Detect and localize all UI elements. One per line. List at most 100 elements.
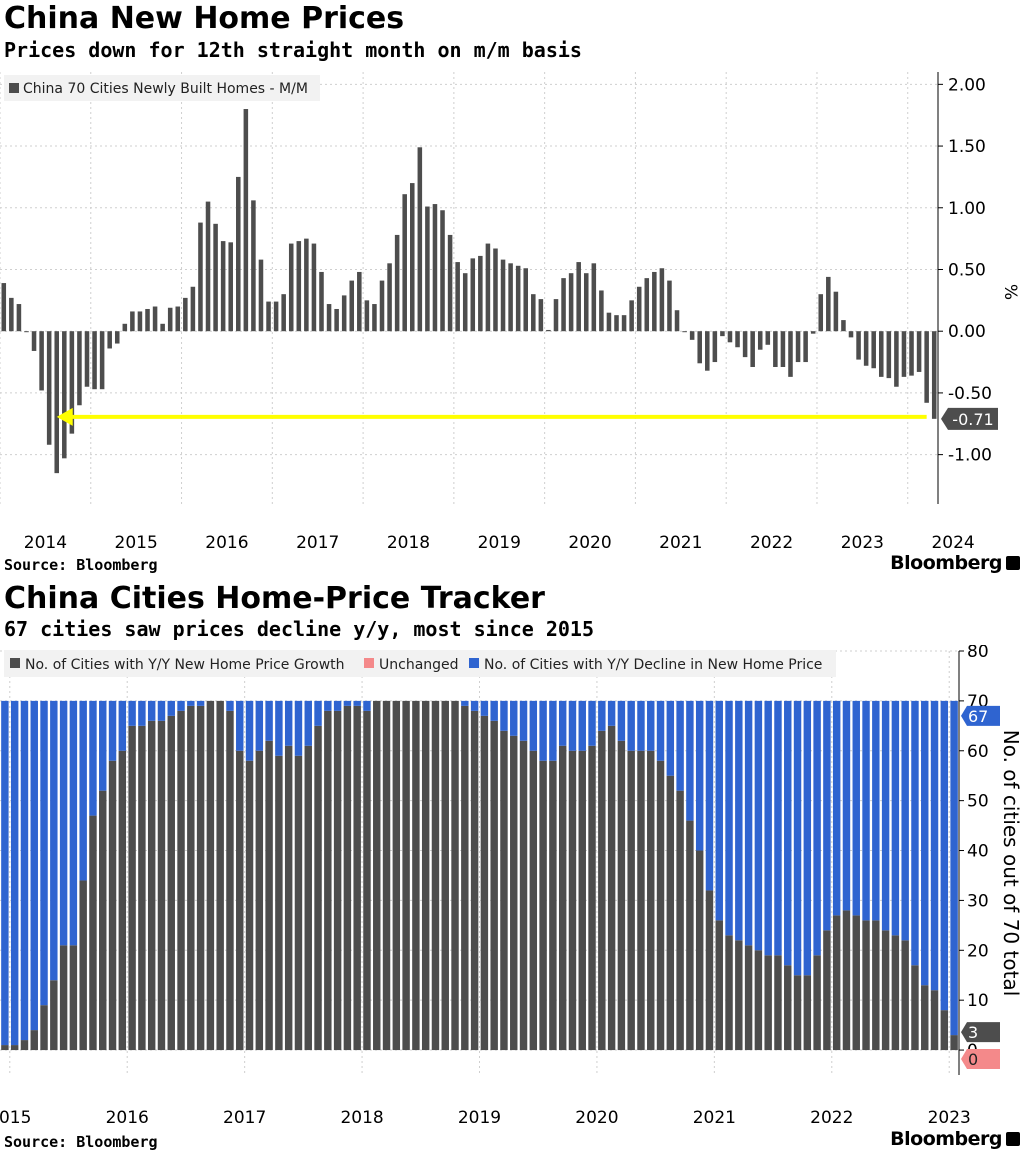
bar-segment (588, 700, 596, 746)
last-value-box (961, 1049, 1000, 1070)
bar-segment (754, 700, 763, 951)
bar (878, 331, 884, 377)
bar-segment (832, 700, 841, 916)
bloomberg-logo: Bloomberg (890, 1128, 1020, 1150)
y-axis-label: % (1000, 284, 1020, 300)
bar-segment (950, 1035, 958, 1051)
y-tick-label: 30 (967, 891, 989, 911)
bar-segment (177, 710, 185, 1051)
bar (228, 242, 233, 332)
chart-panel-home-price-tracker: China Cities Home-Price Tracker 67 citie… (0, 580, 1024, 1155)
bar-segment (725, 700, 733, 936)
bar-chart-mm-prices: China 70 Cities Newly Built Homes - M/M 2… (0, 72, 1020, 553)
bar-segment (539, 760, 547, 1051)
bar-segment (832, 915, 841, 1051)
bar-segment (744, 700, 753, 946)
bar-segment (343, 700, 352, 706)
bar-segment (108, 700, 117, 761)
y-tick-label: 20 (967, 941, 989, 961)
bar-segment (519, 700, 528, 741)
bar-segment (196, 705, 205, 1051)
bar-segment (353, 705, 361, 1051)
y-tick-label: 1.50 (948, 137, 986, 157)
source-note: Source: Bloomberg (4, 556, 158, 574)
bar (894, 331, 899, 387)
bar (364, 300, 370, 332)
bar-segment (823, 930, 831, 1051)
legend-label: China 70 Cities Newly Built Homes - M/M (23, 81, 308, 97)
legend-swatch (364, 658, 374, 668)
bar-segment (353, 700, 361, 706)
bar (183, 297, 188, 332)
bar-segment (872, 700, 880, 921)
bar-segment (20, 700, 29, 1041)
bar-segment (500, 700, 508, 731)
bar (818, 294, 824, 332)
bar (599, 290, 604, 332)
bar-segment (138, 700, 146, 726)
bar-segment (519, 740, 528, 1051)
legend-swatch (9, 83, 19, 93)
bar (236, 176, 241, 332)
x-tick-label: 2016 (205, 533, 248, 553)
x-tick-label: 2020 (575, 1108, 618, 1128)
y-tick-label: 1.00 (948, 199, 986, 219)
bloomberg-terminal-icon (1006, 556, 1020, 570)
bar-segment (275, 755, 283, 1051)
chart-subtitle: Prices down for 12th straight month on m… (4, 38, 582, 62)
legend: No. of Cities with Y/Y New Home Price Gr… (4, 650, 836, 677)
bar (795, 331, 801, 363)
bar-segment (118, 750, 127, 1051)
brand-text: Bloomberg (890, 1128, 1002, 1150)
bar-segment (187, 700, 195, 706)
bar (826, 276, 831, 332)
bar-segment (549, 700, 557, 761)
bar-segment (921, 700, 929, 986)
legend-box (4, 650, 836, 677)
bar (440, 210, 445, 332)
bar (697, 331, 702, 364)
bar-segment (226, 700, 234, 711)
yellow-arrow-head (56, 407, 73, 426)
bar-segment (470, 700, 479, 711)
bar-segment (480, 715, 489, 1051)
bar-segment (803, 975, 812, 1051)
y-tick-label: 10 (967, 991, 989, 1011)
bar-segment (10, 700, 19, 1046)
bar-segment (695, 850, 704, 1051)
bar (848, 331, 854, 338)
bar-segment (314, 725, 322, 1051)
bar-segment (872, 920, 880, 1051)
bar-segment (157, 700, 166, 721)
x-tick-label: 2015 (115, 533, 158, 553)
bar-segment (284, 700, 293, 746)
bar (515, 265, 521, 332)
bar-segment (177, 700, 185, 711)
x-tick-label: 2017 (223, 1108, 266, 1128)
bar (568, 273, 574, 332)
last-value-tag: -0.71 (941, 407, 998, 430)
bar-segment (676, 700, 684, 791)
legend-label: Unchanged (379, 657, 459, 673)
bar (243, 109, 249, 332)
bar-segment (500, 730, 508, 1051)
bar-segment (617, 740, 626, 1051)
bar-segment (412, 700, 420, 1051)
bar (99, 331, 105, 390)
bar-segment (30, 700, 38, 1031)
bar-segment (539, 700, 547, 761)
bar-segment (735, 700, 743, 941)
x-tick-label: 2019 (478, 533, 521, 553)
bar-segment (99, 790, 107, 1051)
bar-segment (676, 790, 684, 1051)
x-tick-label: 2016 (106, 1108, 149, 1128)
last-value-tag: 3 (961, 1022, 1000, 1043)
y-tick-label: -0.50 (948, 384, 992, 404)
bar-segment (793, 975, 802, 1051)
chart-title: China Cities Home-Price Tracker (4, 581, 545, 616)
bar-segment (79, 880, 87, 1051)
chart-panel-new-home-prices: China New Home Prices Prices down for 12… (0, 2, 1020, 574)
bar-segment (578, 700, 586, 751)
bar-segment (275, 700, 283, 756)
bar-segment (304, 745, 312, 1051)
